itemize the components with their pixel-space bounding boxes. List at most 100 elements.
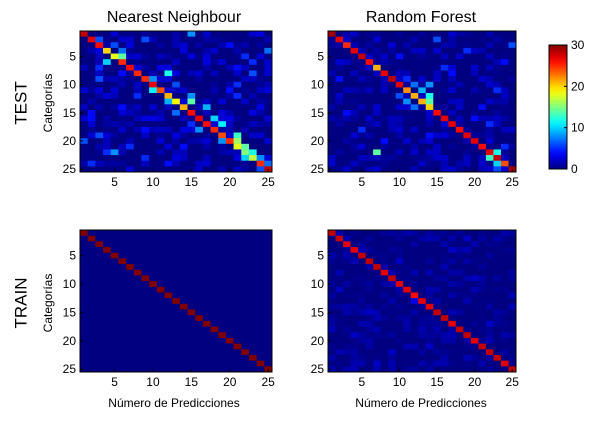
heatmap-cell — [141, 235, 150, 242]
heatmap-cell — [493, 258, 502, 265]
heatmap-cell — [133, 31, 142, 38]
heatmap-cell — [365, 121, 374, 128]
heatmap-cell — [210, 143, 219, 150]
heatmap-cell — [388, 70, 397, 77]
heatmap-cell — [493, 332, 502, 339]
heatmap-cell — [508, 286, 517, 293]
heatmap-cell — [179, 366, 188, 373]
heatmap-cell — [126, 70, 135, 77]
heatmap-cell — [133, 87, 142, 94]
heatmap-cell — [358, 81, 366, 88]
heatmap-cell — [256, 31, 265, 38]
heatmap-cell — [103, 354, 112, 362]
heatmap-cell — [195, 87, 204, 94]
heatmap-cell — [455, 59, 464, 66]
heatmap-cell — [156, 320, 165, 327]
heatmap-cell — [110, 354, 119, 362]
heatmap-cell — [87, 115, 96, 122]
heatmap-cell — [164, 138, 173, 145]
heatmap-cell — [233, 247, 242, 254]
heatmap-cell — [403, 349, 412, 356]
heatmap-cell — [264, 155, 273, 162]
heatmap-cell — [141, 366, 150, 373]
heatmap-cell — [179, 36, 188, 43]
heatmap-cell — [448, 47, 457, 54]
heatmap-cell — [440, 252, 449, 259]
heatmap-cell — [328, 104, 336, 111]
heatmap-cell — [141, 264, 150, 271]
heatmap-cell — [395, 241, 404, 248]
heatmap-cell — [358, 292, 366, 299]
heatmap-cell — [448, 275, 457, 282]
heatmap-cell — [202, 354, 211, 362]
heatmap-cell — [455, 36, 464, 43]
heatmap-cell — [410, 36, 419, 43]
heatmap-cell — [195, 42, 204, 49]
heatmap-cell — [425, 281, 434, 288]
heatmap-cell — [149, 138, 158, 145]
heatmap-cell — [187, 337, 196, 344]
heatmap-cell — [433, 47, 442, 54]
heatmap-cell — [358, 286, 366, 293]
heatmap-cell — [478, 315, 487, 322]
heatmap-cell — [448, 292, 457, 299]
heatmap-cell — [440, 264, 449, 271]
heatmap-cell — [440, 281, 449, 288]
heatmap-cell — [328, 42, 336, 49]
heatmap-cell — [80, 241, 89, 248]
heatmap-cell — [87, 64, 96, 71]
heatmap-cell — [187, 309, 196, 316]
heatmap-cell — [141, 298, 150, 305]
heatmap-cell — [478, 47, 487, 54]
panel-title: Nearest Neighbour — [107, 9, 242, 26]
heatmap-cell — [388, 138, 397, 145]
heatmap-cell — [110, 36, 119, 43]
heatmap-cell — [448, 76, 457, 83]
heatmap-cell — [80, 42, 89, 49]
heatmap-cell — [395, 320, 404, 327]
heatmap-cell — [179, 326, 188, 333]
heatmap-cell — [210, 269, 219, 276]
heatmap-cell — [470, 109, 479, 116]
heatmap-cell — [95, 298, 104, 305]
heatmap-cell — [210, 70, 219, 77]
x-tick-label: 5 — [358, 175, 365, 189]
heatmap-cell — [141, 64, 150, 71]
heatmap-cell — [493, 149, 502, 156]
y-tick-label: 25 — [311, 362, 325, 376]
heatmap-cell — [218, 360, 227, 367]
heatmap-cell — [110, 87, 119, 94]
y-tick-label: 15 — [311, 305, 325, 319]
heatmap-cell — [141, 115, 150, 122]
heatmap-cell — [500, 230, 509, 237]
heatmap-cell — [358, 354, 366, 362]
heatmap-cell — [133, 235, 142, 242]
heatmap-cell — [328, 98, 336, 105]
heatmap-cell — [440, 343, 449, 350]
heatmap-cell — [388, 241, 397, 248]
heatmap-cell — [110, 235, 119, 242]
heatmap-cell — [264, 81, 273, 88]
heatmap-cell — [264, 59, 273, 66]
heatmap-cell — [210, 59, 219, 66]
heatmap-cell — [172, 59, 181, 66]
heatmap-cell — [164, 349, 173, 356]
heatmap-cell — [440, 269, 449, 276]
heatmap-cell — [179, 121, 188, 128]
heatmap-cell — [410, 275, 419, 282]
heatmap-cell — [433, 343, 442, 350]
heatmap-cell — [493, 31, 502, 38]
heatmap-cell — [149, 230, 158, 237]
y-tick-label: 15 — [63, 106, 77, 120]
heatmap-cell — [133, 47, 142, 54]
heatmap-cell — [418, 269, 427, 276]
heatmap-cell — [418, 292, 427, 299]
heatmap-cell — [233, 264, 242, 271]
heatmap-cell — [164, 332, 173, 339]
heatmap-cell — [103, 53, 112, 60]
heatmap-cell — [202, 281, 211, 288]
heatmap-cell — [80, 76, 89, 83]
heatmap-cell — [87, 326, 96, 333]
heatmap-cell — [149, 104, 158, 111]
heatmap-cell — [380, 241, 389, 248]
